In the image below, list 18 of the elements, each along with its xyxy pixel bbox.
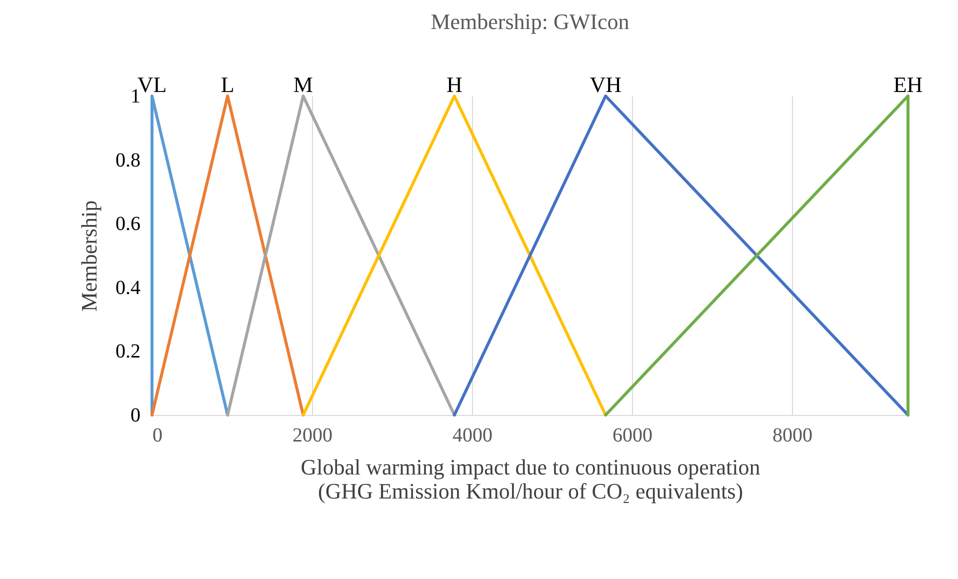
- y-axis-title: Membership: [76, 200, 102, 312]
- y-tick-label: 0.2: [116, 340, 140, 363]
- series-label: VH: [590, 72, 622, 97]
- series-label: L: [220, 72, 234, 97]
- chart-title: Membership: GWIcon: [430, 9, 630, 34]
- y-tick-label: 0.6: [116, 213, 140, 236]
- x-tick-label: 6000: [612, 424, 652, 446]
- x-tick-label: 0: [152, 424, 162, 446]
- y-tick-label: 0.4: [116, 276, 140, 299]
- x-axis-title: Global warming impact due to continuous operation (GHG Emission Kmol/hour of CO₂ equivalents): [300, 454, 760, 504]
- series-label: H: [446, 72, 462, 97]
- x-tick-label: 4000: [452, 424, 492, 446]
- series-label: EH: [893, 72, 923, 97]
- x-tick-label: 8000: [772, 424, 812, 446]
- series-label: M: [293, 72, 313, 97]
- x-tick-label: 2000: [292, 424, 332, 446]
- y-tick-label: 0.8: [116, 149, 140, 172]
- y-tick-label: 0: [130, 404, 140, 426]
